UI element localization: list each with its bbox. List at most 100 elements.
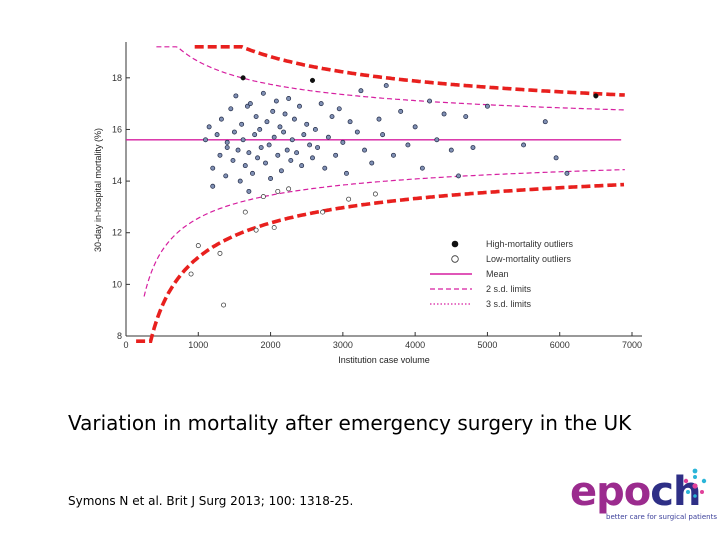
lower-3sd-limit: [136, 182, 625, 343]
data-point: [322, 165, 328, 171]
funnel-plot: 0 1000 2000 3000 4000 5000 6000 7000 8 10 12 14 16 18…: [93, 42, 642, 365]
data-point: [398, 108, 404, 114]
data-point: [362, 147, 367, 153]
data-point: [224, 139, 230, 145]
data-point: [521, 142, 527, 148]
data-point: [448, 147, 454, 153]
data-point: [329, 114, 335, 119]
data-point: [206, 124, 212, 130]
data-point: [297, 103, 302, 109]
data-point: [235, 147, 241, 153]
low-mortality-outlier: [253, 227, 259, 233]
data-point: [278, 168, 284, 174]
data-point: [288, 157, 294, 163]
data-point: [376, 116, 382, 122]
high-mortality-outlier: [309, 77, 316, 83]
data-points: [188, 75, 599, 308]
low-mortality-outlier: [242, 209, 248, 215]
logo-word-part-3: ch: [650, 469, 701, 515]
upper-2sd-limit: [156, 46, 625, 111]
high-mortality-outlier: [593, 93, 599, 99]
data-point: [383, 83, 389, 89]
y-tick-label: 10: [112, 279, 122, 289]
data-point: [304, 121, 310, 127]
data-point: [463, 114, 469, 119]
data-point: [231, 129, 237, 135]
data-point: [553, 155, 559, 161]
low-mortality-outlier: [271, 225, 277, 231]
high-mortality-outlier: [240, 75, 246, 81]
data-point: [441, 111, 447, 117]
data-point: [291, 116, 297, 122]
legend-label: 3 s.d. limits: [486, 299, 532, 309]
data-point: [294, 150, 300, 156]
data-point: [203, 137, 208, 143]
y-tick-label: 18: [112, 73, 122, 83]
low-mortality-outlier: [217, 250, 223, 256]
data-point: [542, 119, 548, 125]
low-mortality-outlier: [346, 196, 352, 202]
data-point: [242, 163, 248, 169]
legend-label: Low-mortality outliers: [486, 254, 572, 264]
logo-wordmark: epoch: [570, 469, 701, 515]
low-mortality-outlier: [188, 271, 194, 277]
data-point: [286, 96, 292, 101]
x-tick-label: 6000: [550, 340, 570, 350]
data-point: [246, 150, 252, 156]
data-point: [258, 145, 264, 150]
data-point: [456, 173, 461, 179]
plot-axes: 0 1000 2000 3000 4000 5000 6000 7000 8 10 12 14 16 18: [112, 42, 642, 350]
data-point: [419, 165, 425, 171]
data-point: [347, 119, 353, 125]
data-point: [391, 152, 396, 158]
legend-label: High-mortality outliers: [486, 239, 574, 249]
data-point: [380, 132, 386, 138]
data-point: [284, 147, 290, 153]
data-point: [247, 101, 253, 107]
data-point: [263, 160, 268, 166]
low-mortality-outlier: [221, 302, 227, 308]
x-tick-label: 4000: [405, 340, 425, 350]
data-point: [253, 114, 259, 119]
x-tick-label: 1000: [188, 340, 208, 350]
data-point: [412, 124, 418, 130]
data-point: [310, 155, 315, 161]
legend-label: Mean: [486, 269, 509, 279]
data-point: [240, 137, 246, 143]
data-point: [218, 116, 224, 122]
data-point: [405, 142, 411, 148]
low-mortality-outlier: [372, 191, 378, 197]
logo-tagline: better care for surgical patients: [606, 513, 717, 521]
data-point: [223, 173, 229, 179]
data-point: [333, 152, 339, 158]
data-point: [289, 137, 295, 143]
data-point: [318, 101, 324, 107]
data-point: [358, 88, 364, 94]
data-point: [340, 139, 346, 145]
data-point: [264, 119, 270, 125]
data-point: [230, 157, 236, 163]
data-point: [246, 188, 252, 194]
data-point: [260, 90, 266, 96]
data-point: [266, 142, 272, 148]
data-point: [224, 145, 230, 150]
y-tick-label: 8: [117, 331, 122, 341]
control-limits: [126, 45, 625, 343]
data-point: [282, 111, 288, 117]
low-mortality-outlier: [260, 194, 266, 200]
data-point: [312, 127, 318, 132]
legend-swatch-low: [451, 255, 459, 263]
data-point: [233, 93, 239, 99]
data-point: [237, 178, 243, 184]
data-point: [281, 129, 287, 135]
data-point: [564, 170, 570, 176]
data-point: [210, 183, 216, 189]
data-point: [252, 132, 258, 138]
x-tick-label: 7000: [622, 340, 642, 350]
low-mortality-outlier: [320, 209, 326, 215]
data-point: [336, 106, 342, 112]
data-point: [277, 124, 283, 130]
chart-legend: High-mortality outliers Low-mortality out…: [430, 239, 574, 309]
data-point: [255, 155, 261, 161]
citation: Symons N et al. Brit J Surg 2013; 100: 1…: [68, 494, 354, 508]
